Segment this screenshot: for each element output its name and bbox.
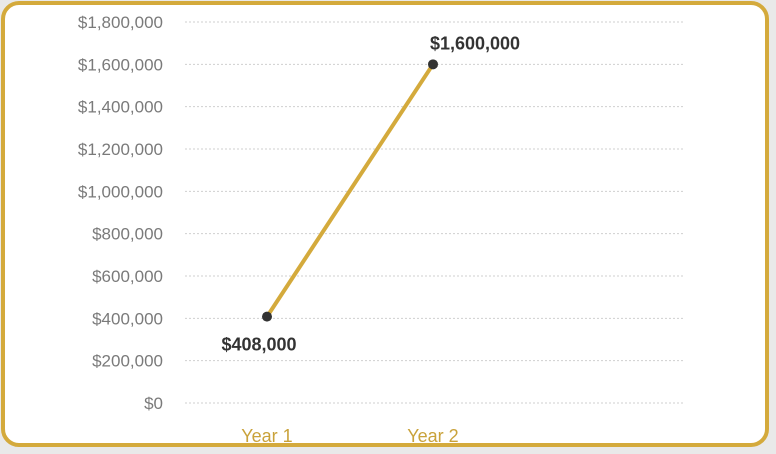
- y-tick-label: $1,200,000: [78, 140, 163, 159]
- y-tick-label: $1,400,000: [78, 98, 163, 117]
- y-tick-label: $200,000: [92, 352, 163, 371]
- series-line: [265, 62, 435, 319]
- data-label: $1,600,000: [430, 33, 520, 53]
- data-point-marker: [262, 311, 272, 322]
- data-label: $408,000: [221, 335, 296, 355]
- y-tick-label: $0: [144, 394, 163, 413]
- chart-card: $0 $200,000 $400,000 $600,000 $800,000 $1,000…: [1, 1, 769, 447]
- data-point-marker: [428, 59, 438, 70]
- x-category-label: Year 2: [407, 426, 458, 446]
- y-tick-label: $600,000: [92, 267, 163, 286]
- y-tick-label: $1,000,000: [78, 182, 163, 201]
- x-category-label: Year 1: [241, 426, 292, 446]
- y-tick-label: $1,800,000: [78, 13, 163, 32]
- y-tick-label: $400,000: [92, 309, 163, 328]
- y-tick-label: $800,000: [92, 225, 163, 244]
- line-chart: $0 $200,000 $400,000 $600,000 $800,000 $1,000…: [78, 13, 685, 446]
- y-tick-label: $1,600,000: [78, 55, 163, 74]
